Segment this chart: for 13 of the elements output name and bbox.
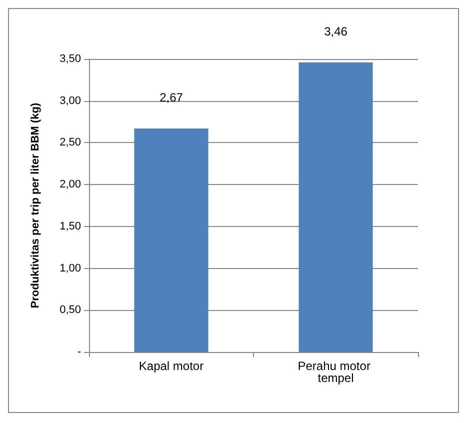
y-axis-title: Produktivitas per trip per liter BBM (kg) [30, 102, 42, 308]
y-tick-label: 2,00 [60, 178, 81, 191]
y-tick-label: 3,00 [60, 94, 81, 107]
y-tick-label: 1,50 [60, 220, 81, 232]
y-tick-label: - [77, 346, 82, 358]
x-tick-label: Kapal motor [138, 359, 204, 373]
y-tick-label: 1,00 [60, 262, 81, 274]
data-label: 2,67 [160, 90, 184, 104]
y-tick-label: 2,50 [60, 136, 81, 149]
x-tick-label: Perahu motor tempel [298, 359, 374, 385]
y-tick-label: 3,50 [60, 53, 81, 65]
data-label: 3,46 [324, 24, 348, 38]
y-tick-label: 0,50 [60, 304, 81, 316]
